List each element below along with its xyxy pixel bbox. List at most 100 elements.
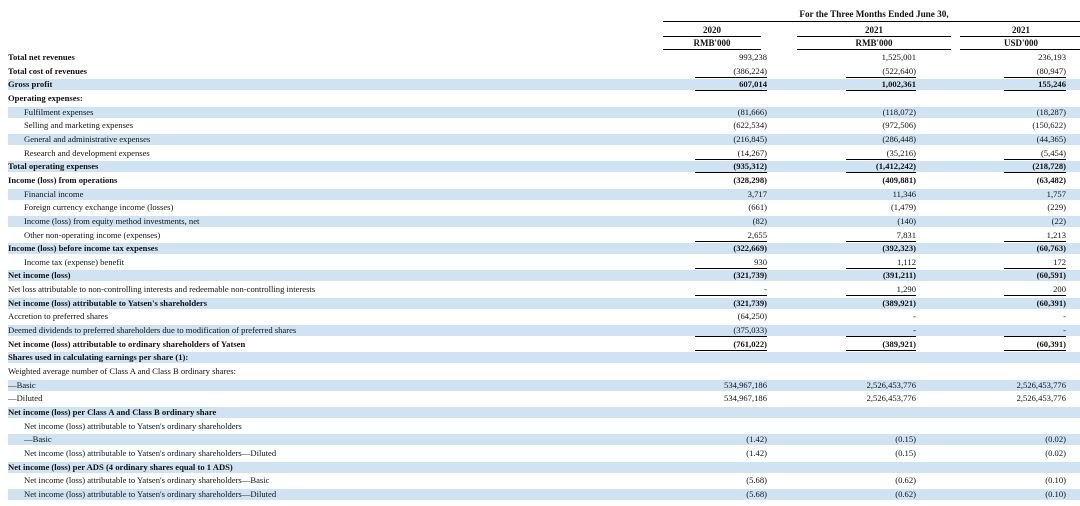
row-value-col-1: (1.42) xyxy=(746,447,767,458)
row-value-col-2: (409,881) xyxy=(882,174,916,185)
row-value-col-3: (60,391) xyxy=(1004,339,1066,353)
row-label: Income (loss) from operations xyxy=(8,174,118,185)
table-row: Income (loss) from operations (328,298) (4… xyxy=(8,175,1080,186)
row-value-col-1: (622,534) xyxy=(733,120,767,131)
row-label: Other non-operating income (expenses) xyxy=(24,229,161,240)
row-value-col-3: 2,526,453,776 xyxy=(1016,393,1066,404)
row-value-col-3: (150,622) xyxy=(1032,120,1066,131)
row-value-col-1: (328,298) xyxy=(733,174,767,185)
table-row: —Diluted 534,967,186 2,526,453,776 2,526,45… xyxy=(8,393,1080,404)
row-value-col-1 xyxy=(695,352,767,363)
row-value-col-2: (392,323) xyxy=(882,243,916,254)
row-value-col-2: (0.62) xyxy=(895,475,916,486)
row-value-col-2: (972,506) xyxy=(882,120,916,131)
row-value-col-1 xyxy=(695,366,767,377)
row-value-col-1: (82) xyxy=(752,215,767,226)
row-value-col-1: (661) xyxy=(748,202,767,213)
table-row: Shares used in calculating earnings per … xyxy=(8,352,1080,364)
row-label: Gross profit xyxy=(8,79,53,90)
row-value-col-1 xyxy=(695,462,767,473)
row-value-col-2: 11,346 xyxy=(892,188,916,199)
table-row: Research and development expenses (14,267… xyxy=(8,148,1080,160)
col-header-rule-2 xyxy=(797,36,951,37)
row-value-col-1: - xyxy=(695,284,767,297)
row-value-col-3: (44,365) xyxy=(1036,133,1066,144)
row-value-col-2 xyxy=(846,352,916,363)
table-row: Total net revenues 993,238 1,525,001 236,19… xyxy=(8,52,1080,63)
table-row: —Basic 534,967,186 2,526,453,776 2,526,453,… xyxy=(8,379,1080,391)
row-value-col-2: (140) xyxy=(897,215,916,226)
row-value-col-3: (60,391) xyxy=(1036,297,1066,308)
row-value-col-2: (35,216) xyxy=(846,148,916,160)
row-label: Net income (loss) per Class A and Class … xyxy=(8,406,217,417)
row-value-col-3: (63,482) xyxy=(1036,174,1066,185)
row-value-col-2: (1,412,242) xyxy=(846,161,916,174)
row-value-col-3: (229) xyxy=(1047,202,1066,213)
row-label: Selling and marketing expenses xyxy=(24,120,134,131)
row-label: —Diluted xyxy=(8,393,43,404)
row-label: Total net revenues xyxy=(8,52,75,62)
row-value-col-3: (60,763) xyxy=(1036,243,1066,254)
row-value-col-2 xyxy=(846,366,916,377)
table-row: Net income (loss) attributable to ordina… xyxy=(8,339,1080,353)
row-value-col-1: 2,655 xyxy=(695,230,767,242)
col-header-rule-1 xyxy=(663,36,761,37)
row-label: —Basic xyxy=(24,434,52,445)
row-value-col-2: (1,479) xyxy=(890,202,916,213)
row-value-col-3: (18,287) xyxy=(1036,106,1066,117)
row-value-col-1: 930 xyxy=(695,257,767,269)
row-value-col-2: (118,072) xyxy=(882,106,916,117)
row-value-col-1: 607,014 xyxy=(695,79,767,92)
row-value-col-2: 2,526,453,776 xyxy=(866,393,916,404)
row-value-col-3: (0.02) xyxy=(1045,447,1066,458)
table-row: Gross profit 607,014 1,002,361 155,246 xyxy=(8,79,1080,92)
row-value-col-2: 1,002,361 xyxy=(846,79,916,92)
row-value-col-1: (935,312) xyxy=(695,161,767,174)
table-row: Income (loss) before income tax expenses… xyxy=(8,243,1080,255)
table-row: Net income (loss) per Class A and Class … xyxy=(8,406,1080,418)
row-value-col-1 xyxy=(695,93,767,104)
row-value-col-2 xyxy=(846,93,916,104)
row-label: Accretion to preferred shares xyxy=(8,311,108,322)
row-value-col-1: 3,717 xyxy=(747,188,767,199)
row-value-col-1: (321,739) xyxy=(733,270,767,281)
row-label: Total cost of revenues xyxy=(8,65,88,76)
row-label: Net income (loss) attributable to Yatsen… xyxy=(24,420,242,431)
table-row: Income (loss) from equity method investm… xyxy=(8,215,1080,227)
row-label: Net income (loss) attributable to Yatsen… xyxy=(8,297,208,308)
row-value-col-1: (386,224) xyxy=(695,66,767,78)
row-value-col-1: (322,669) xyxy=(733,243,767,254)
col-header-year-3: 2021 xyxy=(1012,25,1030,35)
table-row: Accretion to preferred shares (64,250) - - xyxy=(8,311,1080,322)
row-label: Net income (loss) attributable to Yatsen… xyxy=(24,488,277,499)
row-label: Fulfilment expenses xyxy=(24,106,94,117)
row-value-col-2: (286,448) xyxy=(882,133,916,144)
table-row: Foreign currency exchange income (losses… xyxy=(8,202,1080,213)
row-value-col-2: (389,921) xyxy=(846,339,916,353)
row-value-col-2: (0.15) xyxy=(895,434,916,445)
table-row: Operating expenses: xyxy=(8,93,1080,104)
row-label: Net income (loss) attributable to Yatsen… xyxy=(24,447,277,458)
row-value-col-2: 1,112 xyxy=(846,257,916,269)
table-row: Other non-operating income (expenses) 2,6… xyxy=(8,229,1080,242)
row-label: Net income (loss) per ADS (4 ordinary sh… xyxy=(8,461,233,472)
row-value-col-1: (321,739) xyxy=(733,297,767,308)
row-value-col-3: (5,454) xyxy=(1004,148,1066,160)
period-title: For the Three Months Ended June 30, xyxy=(799,9,949,19)
row-value-col-1: (216,845) xyxy=(733,133,767,144)
row-label: Total operating expenses xyxy=(8,161,99,172)
row-value-col-1 xyxy=(695,421,767,432)
row-label: Net income (loss) attributable to Yatsen… xyxy=(24,475,270,486)
table-row: Net income (loss) attributable to Yatsen… xyxy=(8,488,1080,500)
col-header-unit-2: RMB'000 xyxy=(855,38,893,48)
col-header-year-1: 2020 xyxy=(703,25,721,35)
row-value-col-1: (761,022) xyxy=(695,339,767,353)
table-row: Net income (loss) attributable to Yatsen… xyxy=(8,421,1080,432)
table-row: Net income (loss) attributable to Yatsen… xyxy=(8,475,1080,486)
row-value-col-2: 7,831 xyxy=(846,230,916,242)
row-value-col-2: (389,921) xyxy=(882,297,916,308)
row-value-col-3: (0.10) xyxy=(1045,488,1066,499)
row-value-col-1: 534,967,186 xyxy=(724,379,767,390)
row-value-col-2: 1,290 xyxy=(846,284,916,297)
